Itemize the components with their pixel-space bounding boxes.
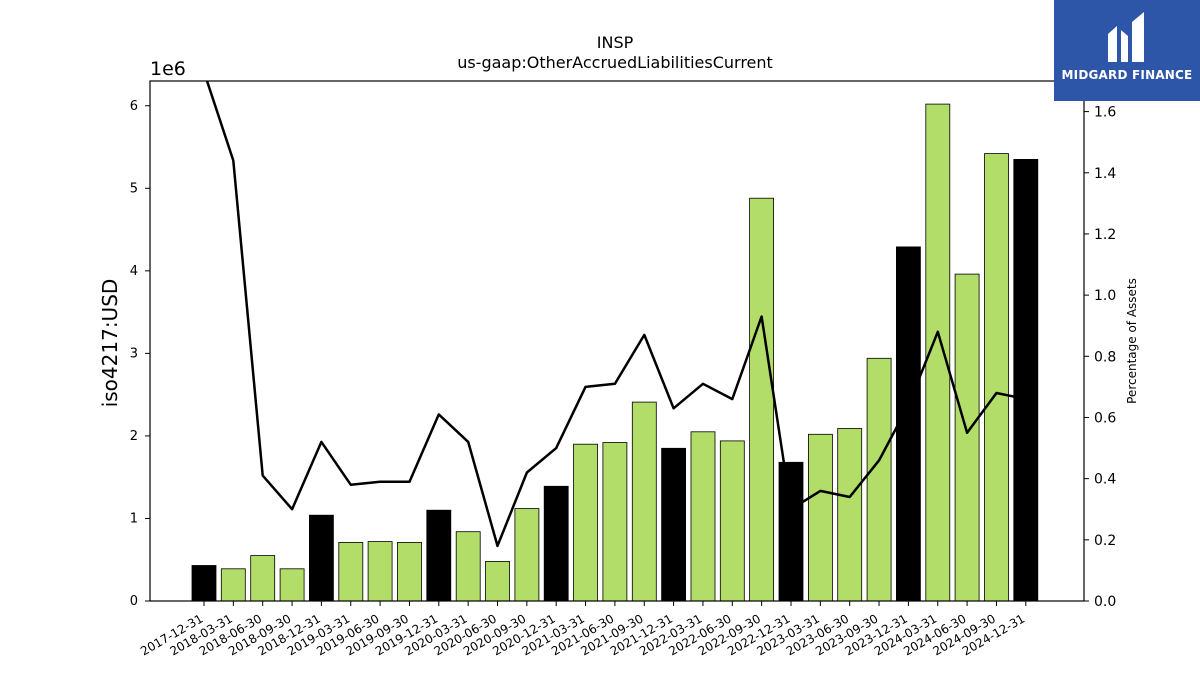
bar-2018-12-31	[308, 514, 334, 602]
y-tick-label: 0	[130, 594, 138, 609]
bar-2020-06-30	[485, 561, 510, 602]
bar-2021-12-31	[661, 447, 686, 602]
bar-2024-09-30	[984, 153, 1009, 602]
bar-2019-06-30	[367, 541, 393, 602]
logo-mark-icon	[1108, 12, 1144, 62]
y2-tick-label: 0.6	[1094, 410, 1116, 426]
bar-2023-03-31	[808, 433, 833, 602]
bar-2020-03-31	[455, 531, 481, 602]
bar-2019-12-31	[426, 509, 452, 602]
line-group	[205, 81, 1027, 548]
axes: 01234560.00.20.40.60.81.01.21.41.62017-1…	[130, 80, 1116, 658]
bar-2022-09-30	[749, 197, 774, 602]
bar-2021-06-30	[602, 442, 628, 602]
y2-tick-label: 1.6	[1094, 105, 1116, 121]
bar-2019-09-30	[397, 542, 422, 602]
bar-2023-06-30	[837, 428, 863, 602]
y-axis-label: iso4217:USD	[98, 279, 122, 408]
bar-2018-03-31	[220, 568, 246, 602]
y-tick-label: 5	[130, 181, 138, 196]
chart-title: INSP	[597, 33, 634, 52]
plot-frame	[149, 80, 1085, 602]
percentage-line	[205, 81, 1027, 548]
y2-tick-label: 1.0	[1094, 288, 1116, 304]
y-tick-label: 4	[130, 264, 138, 279]
bar-2024-12-31	[1013, 158, 1039, 602]
bar-2021-09-30	[631, 401, 657, 602]
bar-2022-06-30	[719, 440, 745, 602]
bar-2020-09-30	[514, 508, 540, 602]
y-tick-label: 6	[130, 99, 138, 114]
y2-axis-label: Percentage of Assets	[1125, 278, 1139, 404]
bar-2018-06-30	[250, 555, 276, 602]
y2-tick-label: 0.2	[1094, 533, 1116, 549]
bar-2018-09-30	[279, 568, 305, 602]
bar-group	[191, 103, 1039, 602]
y2-tick-label: 0.0	[1094, 594, 1116, 610]
y2-tick-label: 1.2	[1094, 227, 1116, 243]
bar-2024-06-30	[954, 273, 980, 602]
chart-subtitle: us-gaap:OtherAccruedLiabilitiesCurrent	[457, 53, 773, 72]
logo-text: MIDGARD FINANCE	[1061, 68, 1193, 82]
y2-tick-label: 1.4	[1094, 166, 1116, 182]
y-tick-label: 3	[130, 346, 138, 361]
bar-2022-12-31	[778, 461, 804, 602]
y2-tick-label: 0.8	[1094, 349, 1116, 365]
y-tick-label: 1	[130, 511, 138, 526]
bar-2022-03-31	[690, 431, 716, 602]
bar-2020-12-31	[543, 485, 569, 602]
bar-2021-03-31	[573, 443, 598, 602]
bar-2023-09-30	[866, 357, 892, 602]
y-axis-multiplier: 1e6	[150, 58, 186, 80]
bar-2023-12-31	[896, 246, 921, 602]
bar-2019-03-31	[338, 542, 364, 602]
y-tick-label: 2	[130, 429, 138, 444]
midgard-finance-logo: MIDGARD FINANCE	[1054, 0, 1200, 101]
bar-2017-12-31	[191, 565, 217, 602]
y2-tick-label: 0.4	[1094, 472, 1116, 488]
